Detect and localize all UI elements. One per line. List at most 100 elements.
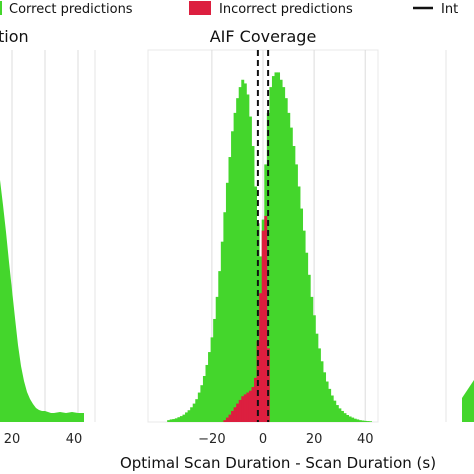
left-panel-tick-label: 20 [4, 432, 21, 447]
correct-predictions-bar [210, 337, 214, 422]
legend-label-incorrect: Incorrect predictions [219, 2, 353, 17]
legend: Correct predictions Incorrect prediction… [0, 1, 458, 17]
correct-predictions-bar [202, 376, 206, 422]
x-tick-labels: −20 0 20 40 [198, 432, 373, 447]
correct-predictions-bar [238, 87, 242, 423]
correct-predictions-bar [340, 410, 344, 422]
right-panel [445, 50, 474, 422]
correct-predictions-bar [292, 146, 296, 422]
correct-predictions-bar [358, 420, 362, 422]
correct-predictions-bar [338, 408, 342, 422]
incorrect-predictions-bar [251, 387, 255, 422]
correct-predictions-bar [266, 112, 270, 422]
correct-predictions-bar [243, 83, 247, 422]
correct-predictions-bar [218, 271, 222, 422]
correct-predictions-bar [312, 315, 316, 422]
correct-predictions-bar [346, 415, 350, 422]
correct-predictions-bar [231, 131, 235, 422]
correct-predictions-bar [317, 348, 321, 422]
correct-predictions-bar [197, 392, 201, 422]
correct-predictions-bar [215, 296, 219, 422]
correct-predictions-bar [305, 252, 309, 422]
correct-predictions-bar [300, 208, 304, 422]
incorrect-predictions-bar [238, 399, 242, 422]
x-tick-label: 40 [357, 432, 374, 447]
correct-predictions-bar [274, 72, 278, 423]
correct-predictions-bar [187, 410, 191, 422]
correct-predictions-bar [185, 412, 189, 422]
incorrect-predictions-bar [241, 396, 245, 422]
correct-predictions-bar [223, 212, 227, 422]
x-tick-label: −20 [198, 432, 225, 447]
left-panel-tick-label: 40 [66, 432, 83, 447]
correct-predictions-bar [169, 419, 173, 422]
correct-predictions-bar [220, 241, 224, 422]
incorrect-predictions-bar [225, 417, 229, 422]
correct-predictions-bar [302, 230, 306, 422]
incorrect-predictions-bar [261, 230, 265, 422]
correct-predictions-bar [205, 364, 209, 422]
incorrect-predictions-bar [236, 403, 240, 422]
left-panel-histogram [0, 180, 84, 422]
incorrect-predictions-bar [246, 392, 250, 422]
correct-predictions-bar [190, 407, 194, 422]
legend-label-correct: Correct predictions [9, 2, 133, 17]
correct-predictions-bar [182, 414, 186, 422]
correct-predictions-bar [236, 98, 240, 422]
legend-swatch-correct [0, 1, 2, 15]
incorrect-predictions-bar [264, 215, 268, 422]
correct-predictions-bar [366, 421, 370, 422]
correct-predictions-bar [307, 274, 311, 422]
correct-predictions-bar [248, 116, 252, 422]
incorrect-predictions-bar [233, 407, 237, 422]
x-tick-label: 20 [306, 432, 323, 447]
correct-predictions-bar [320, 361, 324, 422]
correct-predictions-bar [251, 146, 255, 422]
correct-predictions-bar [192, 403, 196, 422]
incorrect-predictions-bar [259, 293, 263, 422]
correct-predictions-bar [315, 333, 319, 422]
right-panel-histogram [462, 380, 474, 422]
correct-predictions-bar [269, 87, 273, 423]
correct-predictions-bar [369, 421, 373, 422]
correct-predictions-bar [213, 318, 217, 422]
correct-predictions-bar [343, 413, 347, 422]
correct-predictions-bar [282, 87, 286, 423]
correct-predictions-bar [246, 94, 250, 422]
correct-predictions-bar [356, 419, 360, 422]
incorrect-predictions-bar [228, 414, 232, 422]
x-tick-label: 0 [259, 432, 267, 447]
correct-predictions-bar [279, 79, 283, 422]
correct-predictions-bar [200, 385, 204, 422]
correct-predictions-bar [172, 419, 176, 422]
correct-predictions-bar [174, 418, 178, 422]
legend-label-threshold: Int [441, 2, 458, 17]
correct-predictions-bar [233, 112, 237, 422]
left-panel-title: tion [0, 27, 29, 46]
correct-predictions-bar [241, 79, 245, 422]
correct-predictions-bar [271, 76, 275, 422]
correct-predictions-bar [287, 112, 291, 422]
correct-predictions-bar [310, 296, 314, 422]
correct-predictions-bar [284, 98, 288, 422]
correct-predictions-bar [297, 186, 301, 422]
correct-predictions-bar [167, 420, 171, 422]
correct-predictions-bar [254, 186, 258, 422]
correct-predictions-bar [348, 416, 352, 422]
correct-predictions-bar [353, 418, 357, 422]
incorrect-predictions-bar [243, 394, 247, 422]
correct-predictions-bar [335, 405, 339, 422]
left-panel: tion 20 40 [0, 27, 96, 447]
correct-predictions-bar [177, 417, 181, 422]
correct-predictions-bar [323, 372, 327, 422]
correct-predictions-bar [208, 352, 212, 422]
threshold-lines [256, 50, 270, 422]
chart-title: AIF Coverage [210, 27, 317, 46]
correct-predictions-bar [328, 388, 332, 422]
correct-predictions-bar [363, 420, 367, 422]
incorrect-predictions-bar [223, 420, 227, 422]
correct-predictions-bar [361, 420, 365, 422]
correct-predictions-bar [330, 395, 334, 422]
x-axis-label: Optimal Scan Duration - Scan Duration (s… [120, 454, 436, 472]
